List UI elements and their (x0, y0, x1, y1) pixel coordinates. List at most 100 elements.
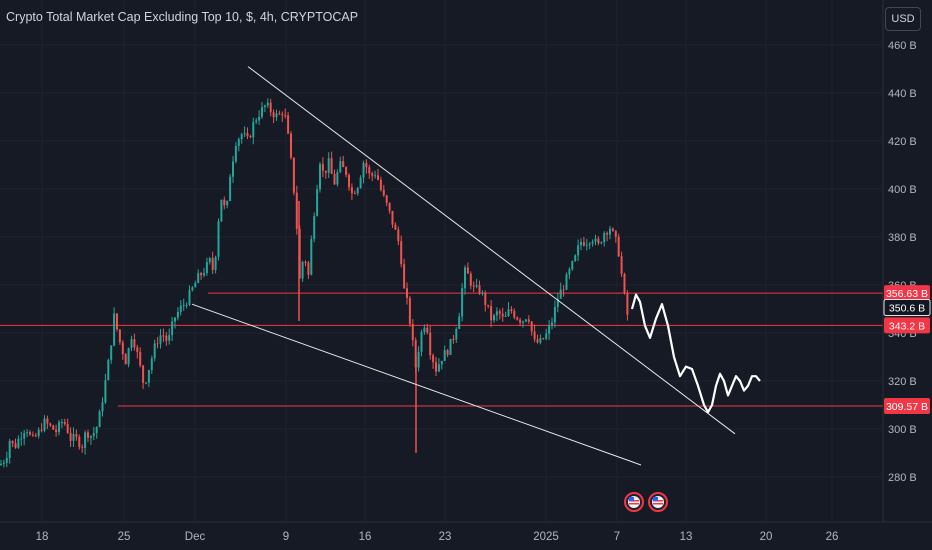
candle-body (133, 339, 136, 348)
candle-body (324, 170, 327, 173)
candle-body (31, 434, 34, 436)
price-label-bg (884, 317, 930, 334)
chart-title: Crypto Total Market Cap Excluding Top 10… (6, 10, 359, 24)
candle-body (205, 262, 208, 274)
candle-body (464, 267, 466, 289)
candle-body (388, 202, 391, 211)
candle-body (2, 462, 5, 464)
candle-body (153, 343, 156, 359)
candle-body (481, 292, 484, 294)
price-label-text: 343.2 B (889, 320, 925, 332)
candle-body (211, 258, 214, 270)
candle-body (620, 256, 623, 274)
candle-body (118, 329, 121, 343)
candle-body (484, 292, 487, 305)
price-label: 356.63 B (884, 285, 930, 302)
candle-body (336, 172, 339, 185)
candle-body (432, 355, 435, 363)
candle-body (342, 161, 345, 168)
price-label-text: 356.63 B (886, 288, 928, 300)
candle-body (600, 242, 603, 244)
candle-body (626, 293, 629, 315)
candle-body (194, 282, 197, 288)
candle-body (362, 163, 365, 178)
x-tick-label: 26 (826, 531, 839, 543)
candle-body (66, 423, 69, 433)
candle-body (281, 114, 284, 116)
candle-body (493, 315, 495, 321)
candle-body (8, 440, 11, 459)
candle-body (429, 332, 432, 356)
us-flag-event-icon[interactable] (624, 492, 644, 512)
candle-body (461, 288, 464, 317)
candle-body (316, 189, 319, 216)
candle-body (60, 422, 63, 424)
time-axis[interactable]: 18 25 Dec 9 16 23 2025 7 13 20 26 (36, 531, 839, 543)
candle-body (553, 306, 556, 323)
candle-body (437, 364, 440, 372)
candle-body (455, 328, 458, 340)
projection-path[interactable] (630, 293, 761, 414)
candle-body (52, 425, 55, 430)
projection-path[interactable] (630, 293, 761, 414)
x-tick-label: 2025 (533, 531, 559, 543)
price-label-text: 350.6 B (889, 303, 925, 315)
candle-body (348, 175, 350, 188)
price-label-text: 309.57 B (886, 401, 928, 413)
y-tick-label: 460 B (888, 40, 917, 52)
trendline-lower[interactable] (191, 303, 642, 466)
candle-body (116, 313, 118, 330)
trendlines[interactable] (191, 66, 736, 466)
candle-body (458, 316, 461, 329)
candle-body (226, 200, 229, 206)
horizontal-levels[interactable] (0, 292, 883, 407)
candle-body (107, 359, 110, 381)
candle-body (203, 273, 205, 276)
candle-body (255, 120, 258, 122)
candle-body (565, 274, 568, 290)
y-tick-label: 400 B (888, 184, 917, 196)
candle-body (385, 195, 388, 203)
candle-body (26, 432, 29, 434)
candle-body (403, 264, 406, 289)
price-label-bg (884, 285, 930, 302)
candle-body (55, 429, 58, 433)
candle-body (110, 345, 113, 360)
candle-body (165, 335, 168, 341)
candle-body (69, 432, 72, 441)
event-markers[interactable] (624, 492, 668, 512)
us-flag-event-icon[interactable] (648, 492, 668, 512)
x-tick-label: 18 (36, 531, 49, 543)
candle-body (113, 313, 116, 346)
candle-body (353, 193, 356, 195)
candle-body (156, 343, 159, 345)
candle-body (594, 238, 597, 242)
candle-body (243, 133, 246, 135)
candle-body (304, 261, 307, 263)
candle-body (391, 210, 394, 225)
candle-body (307, 262, 310, 275)
candle-body (313, 215, 316, 240)
candle-body (582, 242, 585, 246)
candle-body (220, 199, 223, 222)
candle-body (617, 236, 620, 257)
candle-body (75, 434, 78, 437)
trendline-upper[interactable] (247, 66, 736, 435)
candle-body (559, 289, 562, 299)
candle-body (292, 157, 295, 193)
candle-body (397, 229, 400, 242)
candle-body (43, 418, 46, 431)
candle-body (185, 304, 188, 306)
candle-body (466, 267, 469, 274)
y-tick-label: 320 B (888, 376, 917, 388)
y-tick-label: 280 B (888, 472, 917, 484)
candle-body (556, 298, 559, 307)
currency-button[interactable]: USD (885, 7, 921, 31)
candle-body (162, 335, 165, 337)
candle-body (527, 319, 530, 322)
candle-body (577, 245, 580, 256)
candle-body (249, 136, 252, 138)
candle-body (197, 273, 200, 283)
candle-body (252, 121, 255, 138)
